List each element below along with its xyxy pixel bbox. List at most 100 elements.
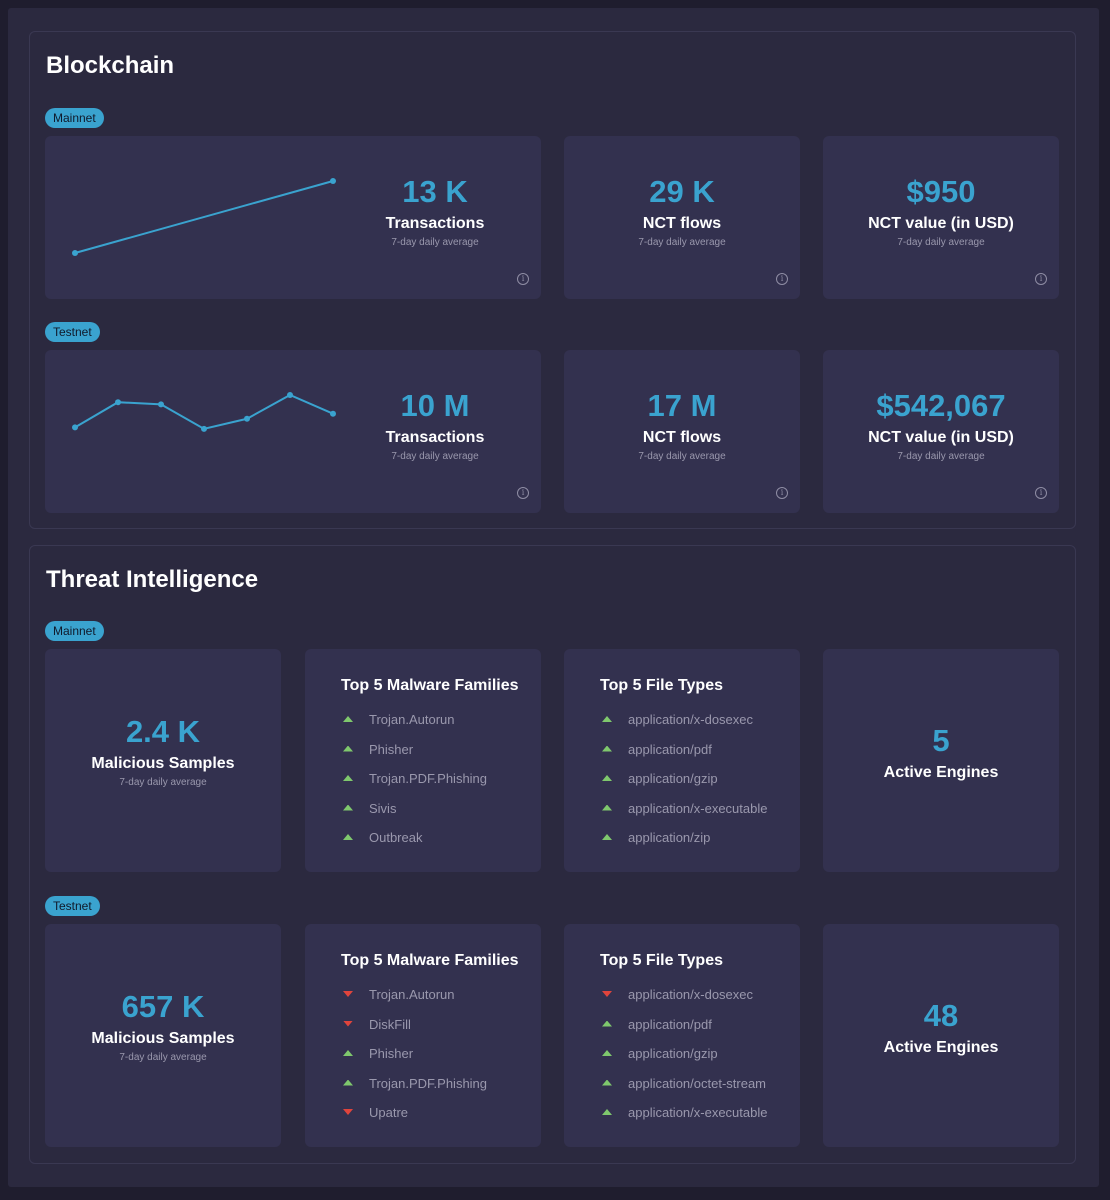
info-icon[interactable]: i (776, 487, 788, 499)
blockchain-section: Blockchain Mainnet 13 K Transactions 7-d… (29, 31, 1076, 529)
nct-value-card: $950 NCT value (in USD) 7-day daily aver… (823, 136, 1059, 299)
trend-up-icon (343, 834, 353, 840)
list-item-label: Trojan.Autorun (369, 987, 455, 1002)
trend-up-icon (602, 1050, 612, 1056)
list-item[interactable]: Upatre (343, 1105, 487, 1135)
stat-value: 17 M (647, 388, 717, 423)
stat-value: $950 (906, 174, 976, 209)
stat-subtitle: 7-day daily average (119, 777, 207, 788)
network-tag-testnet: Testnet (45, 896, 100, 916)
sparkline-point (115, 399, 121, 406)
list-item[interactable]: application/x-dosexec (602, 712, 767, 742)
list-item[interactable]: application/gzip (602, 1046, 767, 1076)
trend-down-icon (602, 991, 612, 997)
list-item[interactable]: Trojan.PDF.Phishing (343, 1076, 487, 1106)
trend-up-icon (602, 1109, 612, 1115)
malicious-samples-stat: 2.4 K Malicious Samples 7-day daily aver… (45, 714, 281, 790)
list-title: Top 5 File Types (600, 677, 723, 694)
list-item[interactable]: application/x-executable (602, 801, 767, 831)
stat-value: 10 M (400, 388, 470, 423)
active-engines-stat: 5 Active Engines (823, 723, 1059, 783)
trend-up-icon (343, 1079, 353, 1086)
list-title: Top 5 Malware Families (341, 952, 519, 969)
list-item-label: application/x-dosexec (628, 987, 754, 1002)
transactions-card: 13 K Transactions 7-day daily average i (45, 136, 541, 299)
info-icon[interactable]: i (776, 273, 788, 285)
malware-families-list: Trojan.Autorun Phisher Trojan.PDF.Phishing… (343, 712, 487, 860)
trend-down-icon (343, 1020, 353, 1027)
list-item[interactable]: Outbreak (343, 830, 487, 860)
file-types-card: Top 5 File Types application/x-dosexec ap… (564, 649, 800, 872)
stat-subtitle: 7-day daily average (638, 237, 726, 248)
info-icon[interactable]: i (517, 273, 529, 285)
file-types-card: Top 5 File Types application/x-dosexec ap… (564, 924, 800, 1147)
list-item[interactable]: DiskFill (343, 1017, 487, 1047)
nct-flows-card: 17 M NCT flows 7-day daily average i (564, 350, 800, 513)
list-item[interactable]: Trojan.Autorun (343, 712, 487, 742)
section-title: Blockchain (46, 52, 175, 79)
stat-value: 29 K (649, 174, 715, 209)
malware-families-card: Top 5 Malware Families Trojan.Autorun Phi… (305, 649, 541, 872)
sparkline-point (72, 250, 78, 256)
list-item[interactable]: Phisher (343, 742, 487, 772)
file-types-list: application/x-dosexec application/pdf appl… (602, 987, 767, 1135)
trend-down-icon (343, 991, 353, 997)
sparkline-point (330, 178, 336, 184)
info-icon[interactable]: i (517, 487, 529, 499)
info-icon[interactable]: i (1035, 487, 1047, 499)
list-item-label: application/gzip (628, 771, 718, 786)
trend-up-icon (602, 775, 612, 781)
list-item-label: application/octet-stream (628, 1075, 767, 1091)
trend-up-icon (602, 804, 612, 811)
stat-subtitle: 7-day daily average (391, 237, 479, 248)
info-icon[interactable]: i (1035, 273, 1047, 285)
sparkline-point (158, 401, 164, 408)
stat-subtitle: 7-day daily average (391, 451, 479, 462)
stat-label: Transactions (385, 215, 485, 232)
list-item[interactable]: application/pdf (602, 1017, 767, 1047)
trend-up-icon (602, 1020, 612, 1027)
stat-label: NCT flows (642, 215, 722, 232)
list-item[interactable]: application/zip (602, 830, 767, 860)
nct-flows-stat: 29 K NCT flows 7-day daily average (564, 174, 800, 250)
list-item-label: application/pdf (628, 741, 712, 757)
nct-value-card: $542,067 NCT value (in USD) 7-day daily … (823, 350, 1059, 513)
stat-label: Malicious Samples (91, 1030, 235, 1047)
list-item[interactable]: application/x-dosexec (602, 987, 767, 1017)
sparkline-point (330, 410, 336, 417)
network-tag-mainnet: Mainnet (45, 108, 104, 128)
stat-value: 657 K (121, 989, 205, 1024)
list-item-label: application/x-executable (628, 1105, 768, 1120)
list-item[interactable]: Trojan.PDF.Phishing (343, 771, 487, 801)
list-item[interactable]: application/gzip (602, 771, 767, 801)
nct-flows-card: 29 K NCT flows 7-day daily average i (564, 136, 800, 299)
malicious-samples-card: 2.4 K Malicious Samples 7-day daily aver… (45, 649, 281, 872)
list-item-label: Outbreak (369, 830, 423, 845)
malicious-samples-card: 657 K Malicious Samples 7-day daily aver… (45, 924, 281, 1147)
stat-label: NCT flows (642, 429, 722, 446)
trend-up-icon (602, 1079, 612, 1086)
threat-intelligence-section: Threat Intelligence Mainnet 2.4 K Malici… (29, 545, 1076, 1164)
list-item-label: application/zip (628, 830, 711, 845)
stat-subtitle: 7-day daily average (897, 451, 985, 462)
nct-flows-stat: 17 M NCT flows 7-day daily average (564, 388, 800, 464)
transactions-stat: 13 K Transactions 7-day daily average (375, 174, 495, 250)
stat-subtitle: 7-day daily average (119, 1052, 207, 1063)
stat-label: NCT value (in USD) (868, 429, 1014, 446)
list-item-label: Trojan.Autorun (369, 712, 455, 727)
list-item-label: Trojan.PDF.Phishing (369, 771, 488, 786)
list-item[interactable]: application/pdf (602, 742, 767, 772)
transactions-sparkline (72, 178, 336, 256)
list-title: Top 5 Malware Families (341, 677, 519, 694)
nct-value-stat: $542,067 NCT value (in USD) 7-day daily … (823, 388, 1059, 464)
list-item-label: Trojan.PDF.Phishing (369, 1075, 488, 1091)
stat-label: Active Engines (883, 1039, 999, 1056)
list-item[interactable]: Sivis (343, 801, 487, 831)
list-item[interactable]: Trojan.Autorun (343, 987, 487, 1017)
active-engines-card: 5 Active Engines (823, 649, 1059, 872)
list-item[interactable]: application/octet-stream (602, 1076, 767, 1106)
list-item[interactable]: application/x-executable (602, 1105, 767, 1135)
malicious-samples-stat: 657 K Malicious Samples 7-day daily aver… (45, 989, 281, 1065)
list-item[interactable]: Phisher (343, 1046, 487, 1076)
list-item-label: Sivis (369, 800, 397, 816)
